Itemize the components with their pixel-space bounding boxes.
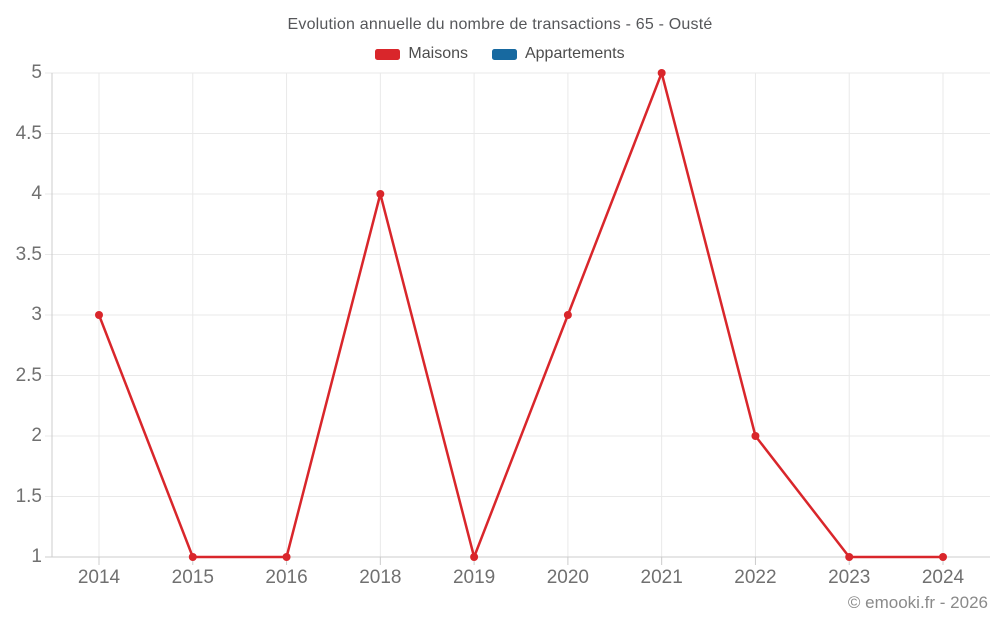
data-point-maisons [95, 311, 103, 319]
x-tick-label: 2019 [452, 567, 496, 588]
data-point-maisons [845, 553, 854, 561]
data-point-maisons [939, 553, 947, 561]
data-point-maisons [657, 69, 666, 77]
copyright-footer: © emooki.fr - 2026 [847, 593, 988, 612]
x-tick-label: 2021 [640, 567, 683, 588]
y-tick-label: 1 [31, 546, 42, 567]
y-tick-label: 4.5 [15, 122, 42, 144]
y-tick-label: 3 [31, 304, 42, 325]
data-point-maisons [282, 553, 291, 561]
legend-label-maisons: Maisons [408, 45, 468, 62]
y-tick-label: 2.5 [15, 364, 42, 386]
data-point-maisons [188, 553, 197, 561]
y-tick-label: 3.5 [15, 243, 42, 265]
chart-title: Evolution annuelle du nombre de transact… [287, 16, 713, 33]
series-line-maisons [97, 71, 945, 559]
y-tick-label: 1.5 [15, 485, 42, 507]
y-tick-label: 4 [31, 183, 42, 204]
y-tick-label: 2 [31, 425, 42, 446]
legend-item-appartements[interactable]: Appartements [491, 45, 625, 63]
data-point-maisons [376, 190, 385, 198]
legend-item-maisons[interactable]: Maisons [375, 45, 468, 63]
x-tick-label: 2016 [265, 567, 308, 588]
data-point-maisons [751, 432, 760, 440]
legend: Maisons Appartements [0, 45, 1000, 63]
data-point-maisons [470, 553, 479, 561]
x-tick-label: 2018 [359, 567, 402, 588]
x-tick-label: 2024 [921, 567, 965, 588]
x-tick-label: 2020 [546, 567, 590, 588]
x-tick-label: 2014 [77, 567, 121, 588]
appartements-series-swatch-icon [491, 48, 517, 60]
x-tick-label: 2015 [171, 567, 214, 588]
x-tick-label: 2022 [734, 567, 777, 588]
x-tick-label: 2023 [828, 567, 871, 588]
legend-label-appartements: Appartements [524, 45, 625, 62]
maisons-series-swatch-icon [375, 48, 401, 60]
y-tick-label: 5 [31, 62, 42, 83]
data-point-maisons [563, 311, 572, 319]
